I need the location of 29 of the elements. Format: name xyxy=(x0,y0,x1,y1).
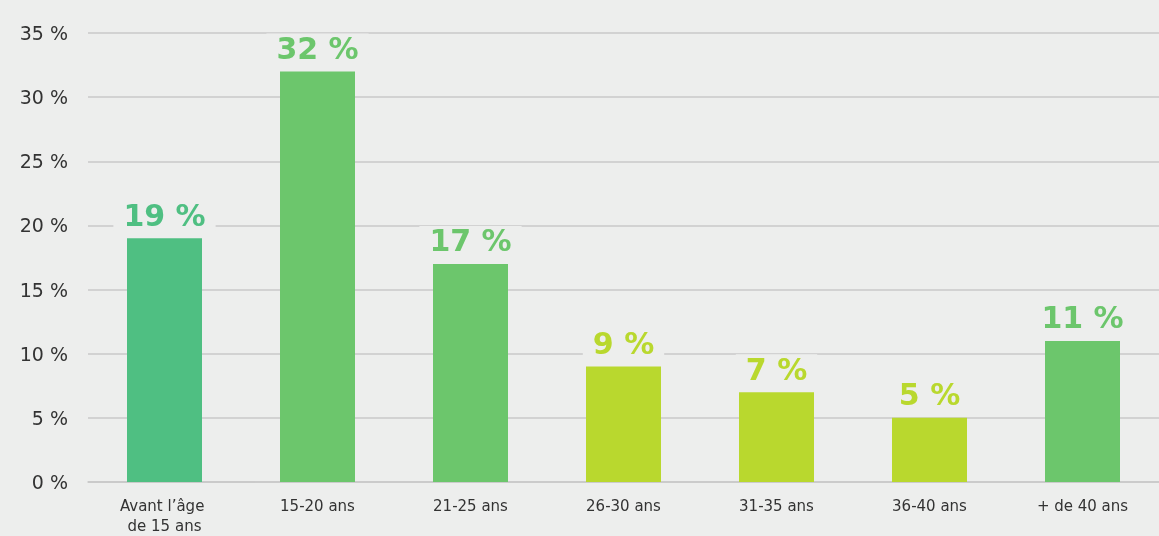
data-label: 17 % xyxy=(429,223,512,259)
data-label: 32 % xyxy=(276,30,359,66)
bar xyxy=(1045,340,1120,482)
data-label: 19 % xyxy=(123,197,206,233)
bar xyxy=(739,392,814,482)
x-tick-label: 31-35 ans xyxy=(739,497,815,515)
data-label: 5 % xyxy=(898,377,961,413)
data-label: 11 % xyxy=(1041,300,1124,336)
y-tick-label: 35 % xyxy=(19,22,68,44)
bar xyxy=(892,417,967,482)
data-label: 7 % xyxy=(745,351,808,387)
x-tick-label: 21-25 ans xyxy=(433,497,509,515)
y-tick-label: 20 % xyxy=(19,214,68,237)
data-label: 9 % xyxy=(592,326,655,362)
x-tick-label: 36-40 ans xyxy=(892,497,968,515)
bar xyxy=(586,366,661,482)
bar xyxy=(280,71,355,482)
x-tick-label: + de 40 ans xyxy=(1036,497,1129,515)
y-tick-label: 15 % xyxy=(19,278,68,301)
y-tick-label: 30 % xyxy=(19,86,68,109)
x-tick-label: Avant l’âge de 15 ans xyxy=(119,497,210,535)
bar xyxy=(127,238,202,482)
y-tick-label: 5 % xyxy=(31,406,68,429)
x-tick-label: 26-30 ans xyxy=(586,497,662,515)
x-tick-label: 15-20 ans xyxy=(280,497,356,515)
y-tick-label: 0 % xyxy=(31,471,68,493)
bar xyxy=(433,263,508,482)
y-tick-label: 25 % xyxy=(19,150,68,173)
y-tick-label: 10 % xyxy=(19,342,68,365)
